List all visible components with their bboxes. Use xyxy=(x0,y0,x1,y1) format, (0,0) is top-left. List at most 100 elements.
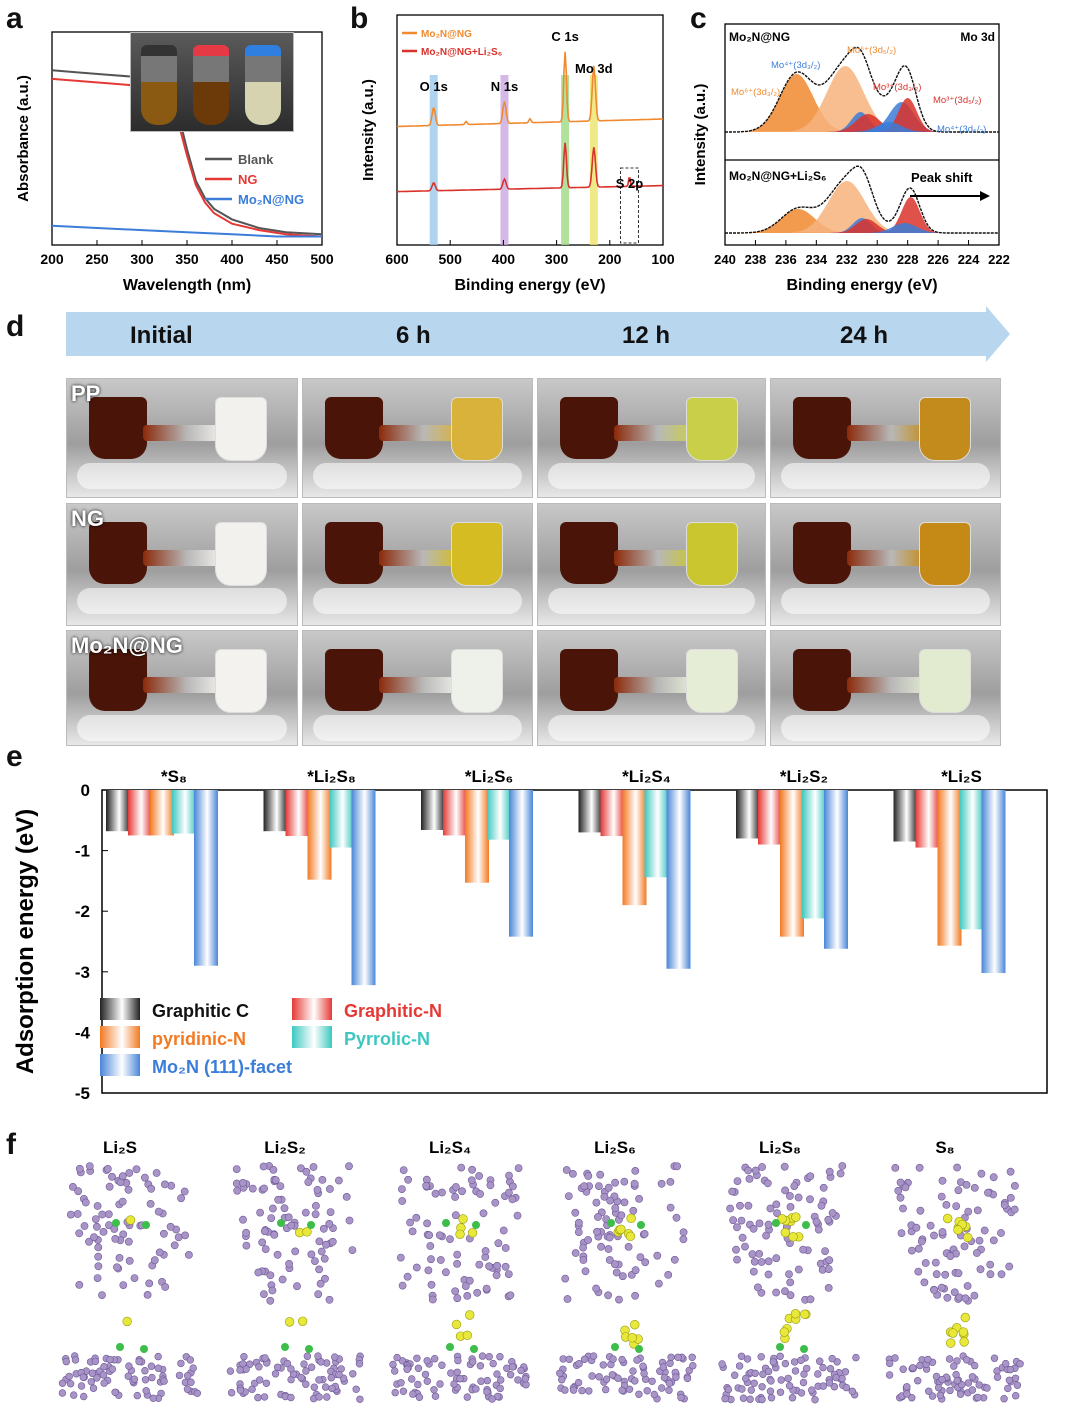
sulfur-atom xyxy=(626,1213,636,1224)
envelope-c xyxy=(725,165,999,234)
peak-annotation-c: Mo⁶⁺(3d₅/₂) xyxy=(847,45,896,56)
h-cell-photo xyxy=(770,378,1001,498)
right-chamber xyxy=(686,397,738,461)
sulfur-atom xyxy=(959,1337,969,1347)
fit-peak-c xyxy=(843,223,966,233)
legend-label-e: Pyrrolic-N xyxy=(344,1029,430,1049)
lithium-atom xyxy=(112,1219,120,1227)
bar-3-1 xyxy=(329,790,354,848)
legend-swatch-e xyxy=(100,1026,140,1048)
sulfur-atom xyxy=(297,1316,308,1326)
vials-photo xyxy=(130,32,294,132)
glass-base xyxy=(781,463,990,489)
legend-label-b: Mo₂N@NG+Li₂S₆ xyxy=(421,47,502,58)
left-chamber xyxy=(325,522,383,584)
sulfur-atom xyxy=(455,1229,465,1239)
bar-3-3 xyxy=(644,790,669,878)
lithium-atom xyxy=(637,1221,645,1229)
lithium-atom xyxy=(607,1219,615,1227)
bar-1-3 xyxy=(600,790,625,837)
sulfur-atom xyxy=(780,1227,791,1238)
y-tick-label-e: -3 xyxy=(75,963,90,982)
x-tick-label-c: 236 xyxy=(775,252,797,267)
sulfur-atom xyxy=(958,1327,969,1337)
x-tick-label-a: 500 xyxy=(310,251,334,267)
legend-swatch-e xyxy=(100,998,140,1020)
sulfur-atom xyxy=(777,1214,787,1224)
peak-label-b: Mo 3d xyxy=(575,61,613,76)
y-tick-label-e: -4 xyxy=(75,1023,91,1042)
x-tick-label-b: 400 xyxy=(492,251,516,267)
legend-label-e: Mo₂N (111)-facet xyxy=(152,1057,292,1077)
x-tick-label-b: 200 xyxy=(598,251,622,267)
lithium-atom xyxy=(611,1343,619,1351)
h-cell-photo xyxy=(537,378,766,498)
left-chamber xyxy=(793,649,851,711)
category-label-e: *Li₂S₄ xyxy=(622,767,671,786)
structure-label-f: Li₂S xyxy=(103,1138,137,1157)
bar-4-0 xyxy=(194,790,218,966)
bar-2-2 xyxy=(465,790,489,883)
lithium-atom xyxy=(305,1345,313,1353)
left-chamber xyxy=(560,397,618,459)
bottom-sample-label-c: Mo₂N@NG+Li₂S₆ xyxy=(729,169,826,183)
peak-band-b xyxy=(589,75,598,245)
bar-2-0 xyxy=(150,790,174,836)
category-label-e: *Li₂S₈ xyxy=(307,767,356,786)
structure-label-f: Li₂S₄ xyxy=(429,1138,471,1157)
legend-swatch-e xyxy=(100,1054,140,1076)
top-sample-label-c: Mo₂N@NG xyxy=(729,30,790,44)
fit-peak-c xyxy=(785,181,908,233)
peak-label-b: S 2p xyxy=(616,176,644,191)
peak-annotation-c: Mo⁶⁺(3d₃/₂) xyxy=(731,87,780,98)
lithium-atom xyxy=(802,1221,810,1229)
category-label-e: *Li₂S₆ xyxy=(465,767,513,786)
bar-1-0 xyxy=(128,790,152,836)
top-view-lattice xyxy=(561,1162,688,1304)
side-view-slab xyxy=(226,1316,364,1403)
right-chamber xyxy=(686,522,738,586)
lithium-atom xyxy=(446,1343,454,1351)
sulfur-atom xyxy=(122,1316,132,1327)
structure-label-f: Li₂S₈ xyxy=(759,1138,801,1157)
category-label-e: *Li₂S xyxy=(941,767,982,786)
chart-a-absorbance: 200 250 300 350 400 450 500 Wavelength (nm) Abso… xyxy=(15,31,334,294)
fit-peak-c xyxy=(846,98,969,132)
bridge xyxy=(847,550,927,566)
legend-label-e: Graphitic C xyxy=(152,1001,249,1021)
s2p-box xyxy=(619,167,639,244)
legend-swatch-e xyxy=(292,998,332,1020)
lithium-atom xyxy=(472,1221,480,1229)
left-chamber xyxy=(325,397,383,459)
left-chamber xyxy=(793,397,851,459)
right-chamber xyxy=(451,397,503,461)
category-label-e: *S₈ xyxy=(161,767,187,786)
sulfur-atom xyxy=(630,1319,640,1330)
bridge xyxy=(379,425,459,441)
x-tick-label-b: 100 xyxy=(651,251,675,267)
chart-b-xps-survey: 600 500 400 300 200 100 Binding energy (eV) Int… xyxy=(360,14,675,294)
right-chamber xyxy=(919,397,971,461)
sulfur-atom xyxy=(779,1327,790,1337)
row-label: PP xyxy=(71,381,101,406)
structure-label-f: S₈ xyxy=(935,1138,954,1157)
bar-3-4 xyxy=(802,790,826,919)
sulfur-atom xyxy=(462,1330,473,1341)
right-chamber xyxy=(686,649,738,713)
glass-base xyxy=(313,715,522,741)
fit-peak-c xyxy=(737,209,859,233)
bar-4-3 xyxy=(666,790,691,969)
right-chamber xyxy=(451,522,503,586)
bridge xyxy=(847,677,927,693)
glass-base xyxy=(548,588,755,614)
lithium-atom xyxy=(140,1345,148,1353)
x-axis-label-a: Wavelength (nm) xyxy=(123,277,251,294)
bar-1-1 xyxy=(285,790,310,837)
top-view-lattice xyxy=(396,1163,523,1304)
title-c: Mo 3d xyxy=(960,30,995,44)
side-view-slab xyxy=(58,1316,202,1402)
bar-2-3 xyxy=(622,790,647,906)
chart-e-adsorption: 0 -1 -2 -3 -4 -5 Adsorption energy (eV) *S₈ *Li₂… xyxy=(12,767,1048,1103)
right-chamber xyxy=(919,522,971,586)
glass-base xyxy=(313,588,522,614)
